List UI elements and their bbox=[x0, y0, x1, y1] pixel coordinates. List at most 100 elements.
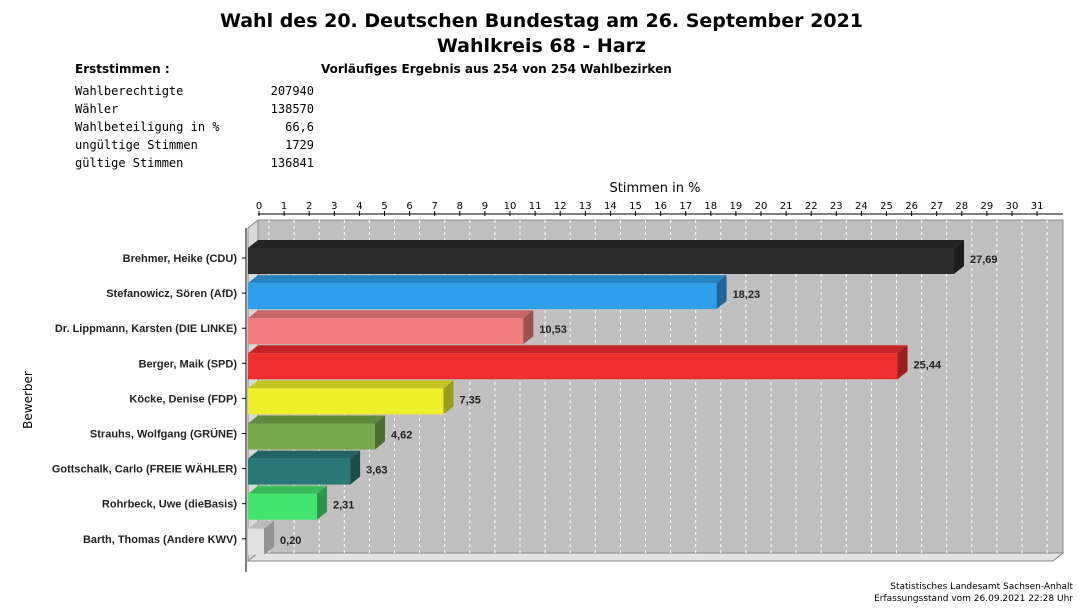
bar-face bbox=[248, 345, 908, 354]
bar-face bbox=[248, 520, 275, 529]
first-votes-heading: Erststimmen : bbox=[75, 62, 170, 76]
bar bbox=[248, 520, 275, 555]
x-tick-label: 2 bbox=[306, 201, 312, 212]
category-label: Gottschalk, Carlo (FREIE WÄHLER) bbox=[52, 463, 238, 476]
bar-face bbox=[248, 423, 375, 450]
bar-value-label: 2,31 bbox=[333, 500, 354, 512]
category-label: Stefanowicz, Sören (AfD) bbox=[106, 288, 237, 300]
bar bbox=[248, 415, 385, 450]
stat-label-voters: Wähler bbox=[75, 102, 119, 116]
stat-value-turnout: 66,6 bbox=[285, 120, 314, 134]
x-tick-label: 15 bbox=[629, 201, 642, 212]
bar-value-label: 27,69 bbox=[970, 254, 998, 266]
bar bbox=[248, 345, 908, 380]
bar bbox=[248, 275, 727, 310]
bar-face bbox=[248, 528, 265, 555]
stat-value-valid: 136841 bbox=[270, 156, 314, 170]
x-tick-label: 3 bbox=[331, 201, 337, 212]
bar-face bbox=[523, 310, 534, 345]
category-label: Barth, Thomas (Andere KWV) bbox=[83, 534, 237, 546]
x-tick-label: 17 bbox=[679, 201, 692, 212]
bar-face bbox=[248, 248, 955, 274]
bar-face bbox=[248, 275, 727, 284]
x-tick-label: 18 bbox=[704, 201, 717, 212]
stat-label-valid: gültige Stimmen bbox=[75, 156, 184, 170]
category-label: Berger, Maik (SPD) bbox=[139, 358, 238, 370]
bar-face bbox=[248, 283, 717, 310]
x-tick-label: 12 bbox=[554, 201, 567, 212]
bar bbox=[248, 485, 327, 520]
source-footer: Statistisches Landesamt Sachsen-Anhalt bbox=[890, 582, 1073, 592]
x-tick-label: 8 bbox=[457, 201, 463, 212]
x-tick-label: 19 bbox=[730, 201, 743, 212]
bar-face bbox=[897, 345, 908, 380]
bar-face bbox=[350, 450, 361, 485]
x-tick-label: 26 bbox=[905, 201, 918, 212]
x-tick-label: 25 bbox=[880, 201, 893, 212]
bar-value-label: 3,63 bbox=[366, 465, 387, 477]
bar-face bbox=[264, 520, 275, 555]
x-tick-label: 29 bbox=[981, 201, 994, 212]
stat-value-eligible: 207940 bbox=[270, 84, 314, 98]
bar-face bbox=[248, 380, 454, 389]
bar-face bbox=[374, 415, 385, 450]
x-tick-label: 10 bbox=[504, 201, 517, 212]
x-tick-label: 6 bbox=[406, 201, 412, 212]
x-tick-label: 0 bbox=[256, 201, 262, 212]
x-tick-label: 13 bbox=[579, 201, 592, 212]
bar-face bbox=[248, 318, 524, 345]
bar-face bbox=[248, 415, 385, 424]
bar-value-label: 25,44 bbox=[914, 359, 942, 371]
stat-label-turnout: Wahlbeteiligung in % bbox=[75, 120, 220, 134]
category-label: Brehmer, Heike (CDU) bbox=[123, 253, 238, 265]
x-tick-label: 21 bbox=[780, 201, 793, 212]
x-tick-label: 1 bbox=[281, 201, 287, 212]
x-tick-label: 30 bbox=[1006, 201, 1019, 212]
x-tick-label: 20 bbox=[755, 201, 768, 212]
stat-value-invalid: 1729 bbox=[285, 138, 314, 152]
bar-face bbox=[954, 240, 965, 274]
bar-face bbox=[248, 458, 351, 485]
bar-value-label: 10,53 bbox=[539, 324, 567, 336]
bar-face bbox=[248, 388, 444, 415]
stat-label-eligible: Wahlberechtigte bbox=[75, 84, 184, 98]
bar-face bbox=[316, 485, 327, 520]
bar-face bbox=[443, 380, 454, 415]
x-tick-label: 27 bbox=[930, 201, 943, 212]
x-tick-label: 24 bbox=[855, 201, 868, 212]
bar-face bbox=[248, 485, 327, 494]
category-label: Strauhs, Wolfgang (GRÜNE) bbox=[90, 428, 237, 441]
stat-label-invalid: ungültige Stimmen bbox=[75, 138, 198, 152]
x-tick-label: 9 bbox=[482, 201, 488, 212]
timestamp-footer: Erfassungsstand vom 26.09.2021 22:28 Uhr bbox=[874, 594, 1073, 604]
x-tick-label: 5 bbox=[381, 201, 387, 212]
category-label: Rohrbeck, Uwe (dieBasis) bbox=[102, 499, 237, 511]
bar bbox=[248, 310, 534, 345]
bar bbox=[248, 240, 965, 274]
bar-face bbox=[248, 450, 361, 459]
bar-face bbox=[716, 275, 727, 310]
chart-title: Wahl des 20. Deutschen Bundestag am 26. … bbox=[219, 10, 864, 32]
bar-value-label: 18,23 bbox=[733, 289, 761, 301]
x-tick-label: 31 bbox=[1031, 201, 1044, 212]
x-tick-label: 22 bbox=[805, 201, 818, 212]
bar-face bbox=[248, 353, 898, 380]
bar bbox=[248, 380, 454, 415]
bar-face bbox=[248, 240, 965, 248]
bar-face bbox=[248, 310, 534, 319]
bar-value-label: 4,62 bbox=[391, 430, 412, 442]
x-tick-label: 14 bbox=[604, 201, 617, 212]
x-tick-label: 7 bbox=[432, 201, 438, 212]
result-status-text: Vorläufiges Ergebnis aus 254 von 254 Wah… bbox=[321, 62, 672, 76]
bar bbox=[248, 450, 361, 485]
x-tick-label: 28 bbox=[955, 201, 968, 212]
chart-subtitle-district: Wahlkreis 68 - Harz bbox=[436, 35, 647, 57]
x-tick-label: 16 bbox=[654, 201, 667, 212]
bar-value-label: 0,20 bbox=[280, 535, 301, 547]
category-label: Dr. Lippmann, Karsten (DIE LINKE) bbox=[55, 323, 237, 335]
x-axis-title: Stimmen in % bbox=[609, 181, 701, 196]
category-label: Köcke, Denise (FDP) bbox=[129, 393, 237, 405]
stat-value-voters: 138570 bbox=[270, 102, 314, 116]
bar-face bbox=[248, 493, 317, 520]
